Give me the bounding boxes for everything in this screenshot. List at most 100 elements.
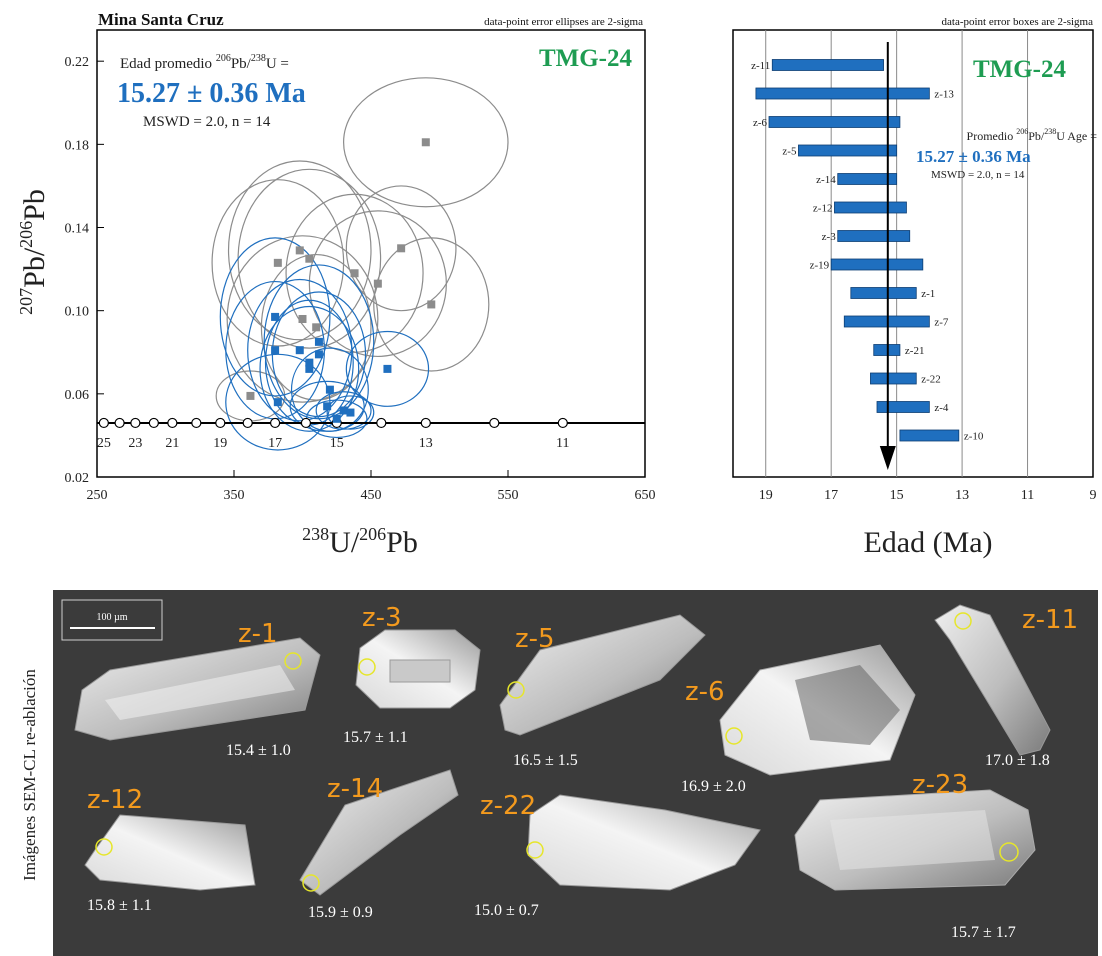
grain-age-z-3: 15.7 ± 1.1 bbox=[343, 729, 408, 746]
concordia-age-marker bbox=[242, 417, 253, 429]
ablation-spots bbox=[95, 612, 1019, 892]
data-point-accepted-8 bbox=[325, 385, 334, 394]
age-gridlines bbox=[765, 30, 1029, 477]
tw-error-note: data-point error ellipses are 2-sigma bbox=[484, 16, 643, 28]
grain-label-z-22: z-22 bbox=[480, 791, 536, 821]
tw-y-axis: 0.22 0.18 0.14 0.10 0.06 0.02 bbox=[65, 55, 104, 486]
tw-result-age: 15.27 ± 0.36 Ma bbox=[117, 78, 306, 109]
data-point-accepted-10 bbox=[323, 402, 332, 411]
concordia-age-label: 23 bbox=[128, 436, 142, 451]
grain-age-z-23: 15.7 ± 1.7 bbox=[951, 924, 1016, 941]
data-point-excluded-4 bbox=[350, 269, 359, 278]
concordia-age-marker bbox=[148, 417, 159, 429]
error-ellipse-excluded-7 bbox=[211, 179, 345, 347]
tw-title: Mina Santa Cruz bbox=[98, 10, 224, 29]
age-x-tick-label: 17 bbox=[824, 488, 838, 503]
error-ellipse-excluded-5 bbox=[227, 160, 372, 341]
age-bar-label: z-12 bbox=[813, 203, 833, 215]
grain-age-z-6: 16.9 ± 2.0 bbox=[681, 778, 746, 795]
data-point-excluded-2 bbox=[427, 300, 436, 309]
concordia-age-marker bbox=[167, 417, 178, 429]
data-point-accepted-11 bbox=[339, 406, 348, 415]
data-point-accepted-0 bbox=[271, 312, 280, 321]
age-bar-label: z-11 bbox=[751, 60, 770, 72]
concordia-age-marker bbox=[420, 417, 431, 429]
error-ellipse-accepted-7 bbox=[345, 330, 430, 407]
age-x-tick-label: 9 bbox=[1090, 488, 1097, 503]
tw-point-layer bbox=[246, 138, 436, 423]
concordia-age-marker bbox=[98, 417, 109, 429]
data-point-excluded-6 bbox=[305, 254, 314, 263]
zircon-grain-z-1 bbox=[74, 637, 321, 741]
grain-label-z-5: z-5 bbox=[515, 624, 555, 654]
concordia-age-label: 11 bbox=[556, 436, 569, 451]
grain-age-z-14: 15.9 ± 0.9 bbox=[308, 904, 373, 921]
concordia-age-marker bbox=[215, 417, 226, 429]
data-point-accepted-4 bbox=[314, 350, 323, 359]
tw-y-axis-label: 207Pb/206Pb bbox=[16, 189, 51, 315]
age-result-age: 15.27 ± 0.36 Ma bbox=[916, 147, 1031, 166]
grain-label-z-6: z-6 bbox=[685, 677, 725, 707]
zircon-grain-z-22 bbox=[527, 794, 761, 891]
zircon-grain-z-5 bbox=[499, 614, 706, 736]
zircon-grain-z-14 bbox=[299, 769, 459, 896]
grain-ages: 15.4 ± 1.0 15.7 ± 1.1 16.5 ± 1.5 16.9 ± … bbox=[87, 729, 1050, 941]
error-ellipse-accepted-11 bbox=[315, 391, 372, 430]
ablation-spot-z-5 bbox=[507, 681, 525, 699]
data-point-accepted-1 bbox=[314, 337, 323, 346]
age-result-line1: Promedio 206Pb/238U Age = bbox=[967, 127, 1098, 143]
error-ellipse-excluded-1 bbox=[345, 185, 457, 312]
age-bar-label: z-10 bbox=[964, 431, 984, 443]
data-point-excluded-10 bbox=[246, 391, 255, 400]
age-bar-label: z-21 bbox=[905, 345, 925, 357]
grain-label-z-3: z-3 bbox=[362, 603, 402, 633]
error-ellipse-accepted-12 bbox=[326, 395, 375, 430]
age-bar-label: z-6 bbox=[753, 117, 768, 129]
concordia-age-label: 17 bbox=[268, 436, 282, 451]
grain-age-z-5: 16.5 ± 1.5 bbox=[513, 752, 578, 769]
grain-label-z-14: z-14 bbox=[327, 774, 383, 804]
age-x-axis-label: Edad (Ma) bbox=[863, 526, 992, 559]
zircon-grain-z-6 bbox=[719, 644, 916, 776]
mean-age-arrowhead bbox=[879, 446, 896, 470]
error-ellipse-excluded-9 bbox=[260, 253, 372, 401]
age-error-box-z-13 bbox=[755, 87, 930, 100]
data-point-excluded-8 bbox=[298, 314, 307, 323]
mean-age-arrow bbox=[879, 42, 896, 470]
tw-y-tick-label: 0.02 bbox=[65, 471, 90, 486]
zircon-grain-z-11 bbox=[934, 604, 1051, 756]
concordia-age-marker bbox=[300, 417, 312, 429]
concordia-age-label: 25 bbox=[97, 436, 111, 451]
age-x-axis: 19 17 15 13 11 9 bbox=[759, 488, 1097, 503]
tw-sample-label: TMG-24 bbox=[539, 45, 633, 72]
scale-bar: 100 µm bbox=[61, 599, 163, 641]
tw-x-tick-label: 350 bbox=[224, 488, 245, 503]
age-plot-frame bbox=[732, 29, 1094, 478]
age-bar-label: z-22 bbox=[921, 374, 941, 386]
concordia-age-marker bbox=[376, 417, 387, 429]
error-ellipse-accepted-0 bbox=[219, 237, 331, 397]
data-point-accepted-2 bbox=[271, 346, 280, 355]
sem-cl-image-panel: Imágenes SEM-CL re-ablación 100 µm bbox=[0, 588, 1102, 956]
error-ellipse-excluded-0 bbox=[342, 77, 509, 208]
data-point-excluded-5 bbox=[295, 246, 304, 255]
data-point-accepted-7 bbox=[383, 364, 392, 373]
age-bar-label: z-14 bbox=[816, 174, 836, 186]
ablation-spot-z-12 bbox=[95, 838, 113, 856]
error-ellipse-excluded-3 bbox=[308, 210, 447, 358]
data-point-accepted-12 bbox=[346, 408, 355, 417]
age-x-tick-label: 13 bbox=[955, 488, 969, 503]
age-error-box-z-10 bbox=[899, 429, 960, 442]
concordia-age-marker bbox=[114, 417, 125, 429]
ablation-spot-z-11 bbox=[954, 612, 972, 630]
age-bar-label: z-13 bbox=[934, 89, 954, 101]
age-bar-label: z-5 bbox=[782, 146, 797, 158]
tw-x-axis: 250 350 450 550 650 bbox=[87, 470, 656, 503]
age-error-box-z-12 bbox=[834, 201, 907, 214]
age-bar-label: z-1 bbox=[921, 288, 935, 300]
error-ellipse-accepted-9 bbox=[225, 353, 331, 451]
tera-wasserburg-chart: Mina Santa Cruz data-point error ellipse… bbox=[16, 10, 1098, 559]
concordia-age-marker bbox=[191, 417, 202, 429]
zircon-grain-z-3 bbox=[355, 629, 481, 709]
age-error-box-z-22 bbox=[870, 372, 917, 385]
